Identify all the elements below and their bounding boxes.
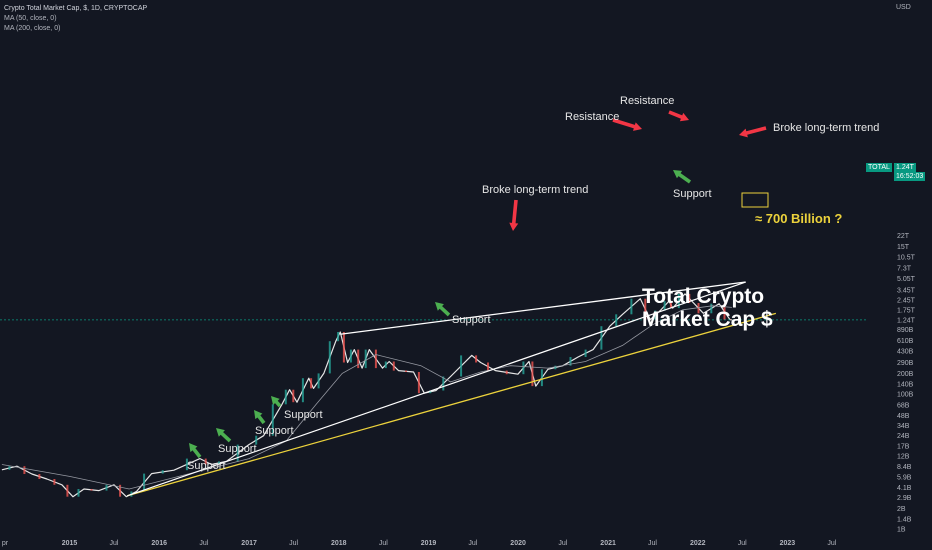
chart-big-title: Total Crypto Market Cap $ — [642, 285, 773, 331]
y-tick-label: 4.1B — [897, 485, 912, 492]
y-tick-label: 1.24T — [897, 317, 916, 324]
legend-title: Crypto Total Market Cap, $, 1D, CRYPTOCA… — [4, 5, 148, 12]
axes: 22T 15T 10.5T 7.3T 5.05T 3.45T 2.45T 1.75T 1.24T… — [2, 233, 916, 547]
broke-trend-label-1: Broke long-term trend — [482, 184, 589, 196]
x-tick-label: Jul — [199, 540, 208, 547]
legend-ma50: MA (50, close, 0) — [4, 15, 57, 22]
support-label-2: Support — [452, 314, 491, 326]
y-tick-label: 610B — [897, 338, 914, 345]
x-tick-label: Jul — [110, 540, 119, 547]
y-tick-label: 68B — [897, 403, 910, 410]
x-tick-label: Jul — [827, 540, 836, 547]
trend-lines — [0, 192, 866, 497]
symbol-badge: TOTAL — [866, 163, 892, 172]
x-tick-label: Jul — [558, 540, 567, 547]
support-arrow-icon — [271, 396, 282, 408]
y-tick-label: 12B — [897, 454, 910, 461]
broke-trend-label-2: Broke long-term trend — [773, 122, 880, 134]
support-arrow-icon — [673, 170, 692, 184]
target-box — [741, 192, 769, 208]
chart-legend: Crypto Total Market Cap, $, 1D, CRYPTOCA… — [4, 4, 147, 34]
x-tick-label: Jul — [379, 540, 388, 547]
y-tick-label: 2.45T — [897, 297, 916, 304]
resistance-arrow-icon — [739, 126, 767, 138]
x-tick-label: 2015 — [62, 540, 78, 547]
y-tick-label: 2B — [897, 506, 906, 513]
y-tick-label: 430B — [897, 349, 914, 356]
support-label-4: Support — [255, 425, 294, 437]
y-tick-label: 5.9B — [897, 474, 912, 481]
support-arrow-icon — [189, 443, 202, 459]
price-badge: 1.24T — [894, 163, 916, 172]
resistance-label-2: Resistance — [620, 95, 675, 107]
y-tick-label: 7.3T — [897, 265, 912, 272]
x-tick-label: Jul — [289, 540, 298, 547]
x-tick-label: pr — [2, 540, 9, 547]
support-label-5: Support — [218, 443, 257, 455]
y-tick-label: 10.5T — [897, 255, 916, 262]
x-tick-label: 2023 — [780, 540, 796, 547]
y-tick-label: 290B — [897, 360, 914, 367]
yellow-support-line — [127, 312, 777, 497]
y-tick-label: 8.4B — [897, 464, 912, 471]
x-tick-label: Jul — [468, 540, 477, 547]
x-tick-label: 2020 — [510, 540, 526, 547]
projection-label: ≈ 700 Billion ? — [755, 211, 843, 226]
upper-resistance-line — [340, 281, 746, 335]
support-label-3: Support — [284, 409, 323, 421]
legend-ma200: MA (200, close, 0) — [4, 25, 61, 32]
lower-trendline — [127, 281, 746, 497]
y-tick-label: 5.05T — [897, 276, 916, 283]
resistance-arrow-icon — [509, 199, 519, 231]
ma200-line — [1, 305, 732, 490]
y-tick-label: 1.75T — [897, 307, 916, 314]
resistance-arrow-icon — [612, 118, 642, 131]
y-tick-label: 1.4B — [897, 517, 912, 524]
x-tick-label: 2022 — [690, 540, 706, 547]
x-tick-label: 2016 — [151, 540, 167, 547]
countdown-badge: 16:52:03 — [894, 172, 926, 181]
x-tick-label: 2017 — [241, 540, 257, 547]
x-tick-label: 2021 — [600, 540, 616, 547]
y-tick-label: 17B — [897, 443, 910, 450]
support-arrow-icon — [435, 302, 451, 317]
support-arrow-icon — [254, 410, 266, 425]
y-tick-label: 200B — [897, 371, 914, 378]
y-tick-label: 140B — [897, 381, 914, 388]
x-tick-label: Jul — [648, 540, 657, 547]
y-tick-label: 1B — [897, 527, 906, 534]
resistance-arrow-icon — [668, 110, 689, 122]
y-tick-label: 34B — [897, 423, 910, 430]
y-tick-label: 3.45T — [897, 287, 916, 294]
support-label-1: Support — [673, 188, 712, 200]
support-arrow-icon — [216, 428, 232, 443]
price-series — [1, 293, 732, 498]
y-tick-label: 2.9B — [897, 495, 912, 502]
x-tick-label: 2018 — [331, 540, 347, 547]
x-tick-label: Jul — [738, 540, 747, 547]
x-tick-label: 2019 — [421, 540, 437, 547]
resistance-label-1: Resistance — [565, 111, 620, 123]
support-label-6: Support — [187, 460, 226, 472]
y-tick-label: 24B — [897, 433, 910, 440]
y-tick-label: 15T — [897, 244, 910, 251]
y-tick-label: 48B — [897, 413, 910, 420]
y-tick-label: 100B — [897, 391, 914, 398]
annotation-arrows — [189, 110, 767, 459]
y-axis-unit: USD — [896, 4, 911, 11]
y-tick-label: 22T — [897, 233, 910, 240]
y-tick-label: 890B — [897, 327, 914, 334]
